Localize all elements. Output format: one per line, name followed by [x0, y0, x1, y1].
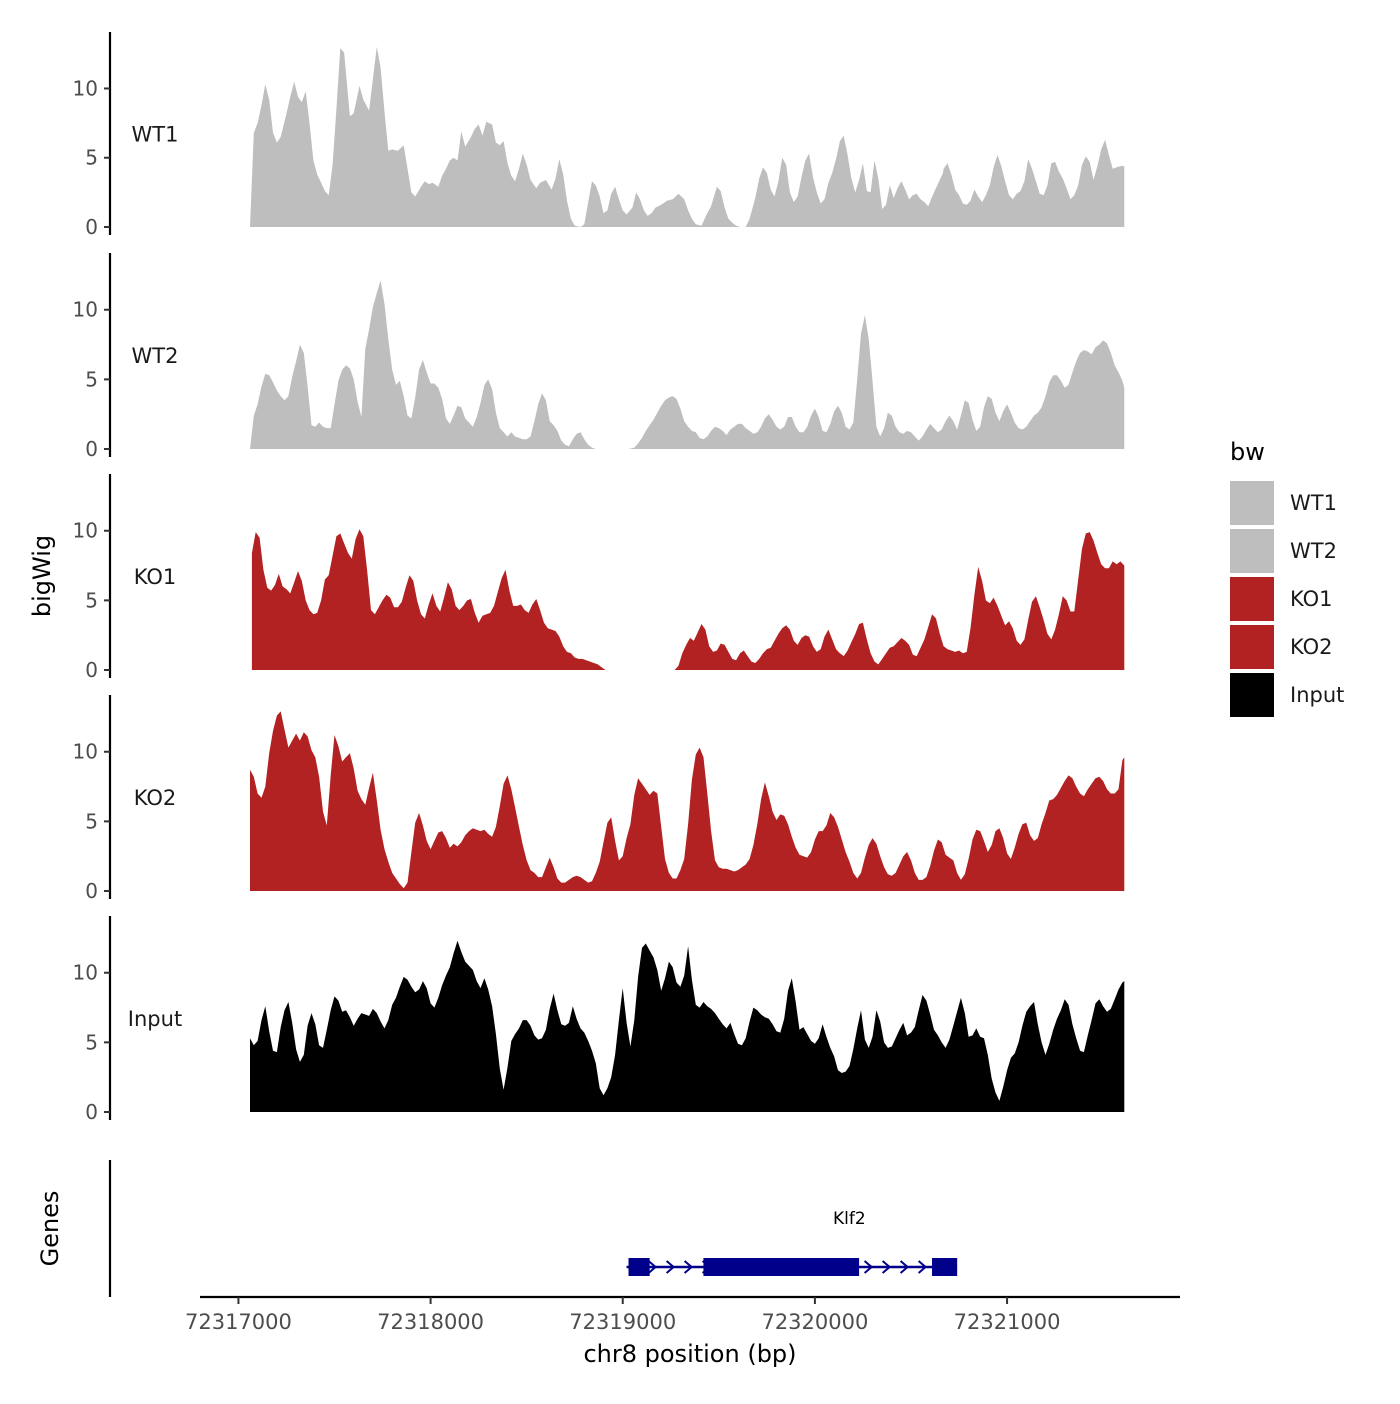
legend-swatch-input — [1230, 673, 1274, 717]
track-label-wt2: WT2 — [132, 344, 179, 368]
track-wt1: 0 5 10 WT1 — [73, 32, 1125, 239]
y-tick-label: 10 — [73, 519, 98, 543]
y-tick-label: 0 — [85, 879, 98, 903]
strand-arrow — [881, 1260, 892, 1274]
x-tick-label: 72320000 — [761, 1310, 868, 1334]
legend-label-ko2: KO2 — [1290, 635, 1333, 659]
legend-swatch-ko1 — [1230, 577, 1274, 621]
track-input: 0 5 10 Input — [73, 916, 1125, 1124]
exon-block — [703, 1258, 860, 1276]
area-wt1 — [250, 46, 1125, 228]
exon-block — [932, 1258, 958, 1276]
legend-swatch-wt1 — [1230, 481, 1274, 525]
y-tick-label: 10 — [73, 740, 98, 764]
y-tick-label: 0 — [85, 437, 98, 461]
y-tick-label: 5 — [85, 1030, 98, 1054]
track-label-input: Input — [128, 1007, 182, 1031]
legend: bw WT1 WT2 KO1 KO2 Input — [1230, 438, 1344, 717]
track-ko2: 0 5 10 KO2 — [73, 695, 1125, 903]
y-tick-label: 10 — [73, 76, 98, 100]
gene-klf2: Klf2 — [626, 1209, 958, 1276]
x-axis: 72317000 72318000 72319000 72320000 72321000 — [185, 1295, 1180, 1334]
tracks-layer: 0 5 10 WT1 0 5 10 WT2 0 5 10 KO1 0 5 10 KO2 0 5 10 Input — [73, 32, 1125, 1124]
y-tick-label: 10 — [73, 298, 98, 322]
legend-label-wt1: WT1 — [1290, 491, 1337, 515]
x-tick-label: 72319000 — [569, 1310, 676, 1334]
area-ko2 — [250, 711, 1125, 891]
track-wt2: 0 5 10 WT2 — [73, 253, 1125, 461]
genes-panel: Genes Klf2 — [36, 1160, 958, 1297]
legend-label-input: Input — [1290, 683, 1344, 707]
genes-axis-label: Genes — [36, 1191, 64, 1267]
y-tick-label: 10 — [73, 961, 98, 985]
track-label-ko2: KO2 — [134, 786, 177, 810]
legend-label-ko1: KO1 — [1290, 587, 1333, 611]
x-tick-label: 72317000 — [185, 1310, 292, 1334]
y-tick-label: 5 — [85, 367, 98, 391]
strand-arrow — [647, 1260, 658, 1274]
strand-arrow — [899, 1260, 910, 1274]
y-tick-label: 5 — [85, 588, 98, 612]
track-label-ko1: KO1 — [134, 565, 177, 589]
legend-title: bw — [1230, 438, 1265, 466]
exon-block — [628, 1258, 650, 1276]
legend-swatch-wt2 — [1230, 529, 1274, 573]
y-tick-label: 5 — [85, 146, 98, 170]
strand-arrow — [863, 1260, 874, 1274]
strand-arrow — [683, 1260, 694, 1274]
x-axis-label: chr8 position (bp) — [583, 1340, 796, 1368]
x-tick-label: 72318000 — [377, 1310, 484, 1334]
gene-label: Klf2 — [833, 1209, 866, 1229]
x-tick-label: 72321000 — [954, 1310, 1061, 1334]
y-axis-label: bigWig — [28, 535, 56, 617]
legend-swatch-ko2 — [1230, 625, 1274, 669]
legend-label-wt2: WT2 — [1290, 539, 1337, 563]
y-tick-label: 0 — [85, 1100, 98, 1124]
strand-arrow — [917, 1260, 928, 1274]
y-tick-label: 0 — [85, 658, 98, 682]
y-tick-label: 0 — [85, 215, 98, 239]
track-label-wt1: WT1 — [132, 123, 179, 147]
strand-arrow — [665, 1260, 676, 1274]
area-wt2 — [250, 280, 1125, 449]
track-ko1: 0 5 10 KO1 — [73, 474, 1125, 682]
y-tick-label: 5 — [85, 809, 98, 833]
area-ko1 — [251, 529, 1125, 670]
area-input — [250, 940, 1125, 1112]
